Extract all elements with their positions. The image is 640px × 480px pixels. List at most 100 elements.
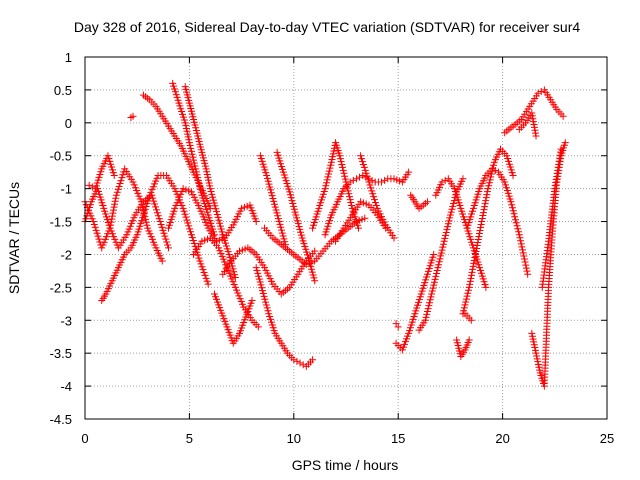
data-point	[467, 274, 475, 282]
data-point	[296, 225, 304, 233]
data-point	[559, 112, 567, 120]
data-point	[337, 158, 345, 166]
data-point	[187, 228, 195, 236]
data-point	[278, 229, 286, 237]
data-point	[142, 215, 150, 223]
data-point	[346, 178, 354, 186]
data-point	[185, 139, 193, 147]
data-point	[476, 227, 484, 235]
data-point	[188, 234, 196, 242]
data-point	[92, 226, 100, 234]
y-tick-label: 0	[65, 116, 72, 131]
data-point	[186, 141, 194, 149]
data-point	[152, 206, 160, 214]
data-point	[537, 88, 545, 96]
data-point	[297, 228, 305, 236]
data-point	[365, 178, 373, 186]
data-point	[279, 232, 287, 240]
data-point	[361, 166, 369, 174]
data-point	[520, 255, 528, 263]
data-point	[356, 173, 364, 181]
data-point	[194, 174, 202, 182]
series-track-27	[459, 145, 517, 318]
data-point	[266, 183, 274, 191]
data-point	[189, 153, 197, 161]
series-track-21	[392, 320, 402, 331]
data-point	[217, 225, 225, 233]
data-point	[85, 181, 93, 189]
data-point	[481, 203, 489, 211]
data-point	[195, 254, 203, 262]
data-point	[509, 207, 517, 215]
data-point	[280, 235, 288, 243]
data-point	[482, 197, 490, 205]
data-point	[530, 120, 538, 128]
data-point	[473, 241, 481, 249]
data-point	[531, 126, 539, 134]
data-point	[511, 213, 519, 221]
data-point	[91, 223, 99, 231]
data-point	[111, 200, 119, 208]
data-point	[309, 356, 317, 364]
data-point	[208, 190, 216, 198]
data-point	[214, 213, 222, 221]
data-point	[290, 356, 298, 364]
data-point	[466, 280, 474, 288]
data-point	[295, 222, 303, 230]
data-point	[475, 230, 483, 238]
data-point	[467, 316, 475, 324]
series-track-7	[169, 79, 218, 239]
data-point	[299, 361, 307, 369]
data-point	[94, 232, 102, 240]
data-point	[423, 307, 431, 315]
data-point	[90, 220, 98, 228]
data-point	[508, 201, 516, 209]
data-point	[360, 163, 368, 171]
data-point	[308, 268, 316, 276]
series-track-9	[165, 185, 260, 245]
data-point	[293, 214, 301, 222]
y-tick-label: 1	[65, 50, 72, 65]
data-point	[324, 173, 332, 181]
data-point	[368, 187, 376, 195]
data-point	[485, 182, 493, 190]
data-point	[274, 215, 282, 223]
y-tick-label: -4.5	[50, 412, 72, 427]
grid	[85, 57, 607, 419]
data-point	[339, 166, 347, 174]
data-point	[151, 200, 159, 208]
data-point	[438, 246, 446, 254]
data-point	[206, 185, 214, 193]
data-point	[471, 253, 479, 261]
data-point	[460, 307, 468, 315]
data-point	[349, 176, 357, 184]
data-point	[428, 290, 436, 298]
data-point	[363, 172, 371, 180]
data-point	[262, 298, 270, 306]
data-point	[231, 273, 239, 281]
series-track-13	[252, 264, 317, 370]
data-point	[483, 188, 491, 196]
data-point	[260, 292, 268, 300]
data-point	[368, 176, 376, 184]
data-point	[254, 269, 262, 277]
data-point	[93, 229, 101, 237]
data-point	[341, 172, 349, 180]
data-point	[272, 206, 280, 214]
data-point	[110, 171, 118, 179]
data-point	[143, 221, 151, 229]
data-point	[475, 233, 483, 241]
data-point	[519, 246, 527, 254]
data-point	[225, 250, 233, 258]
data-point	[470, 259, 478, 267]
data-point	[207, 188, 215, 196]
data-point	[179, 204, 187, 212]
data-point	[112, 191, 120, 199]
data-point	[484, 185, 492, 193]
data-point	[513, 222, 521, 230]
data-point	[255, 272, 263, 280]
y-tick-label: -3	[60, 313, 72, 328]
data-point	[460, 304, 468, 312]
data-point	[157, 220, 165, 228]
data-point	[195, 180, 203, 188]
